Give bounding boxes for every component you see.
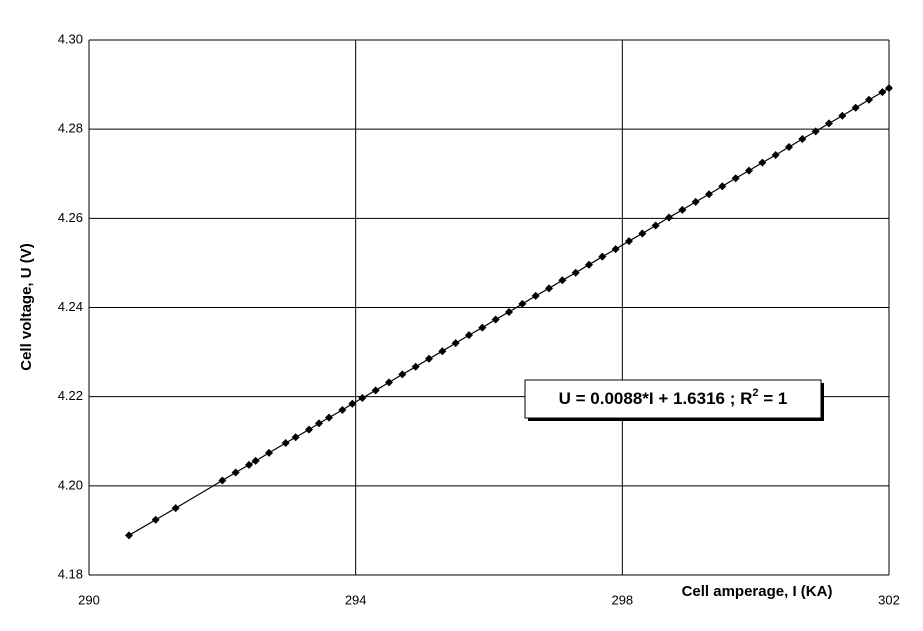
point — [665, 213, 673, 222]
point — [811, 127, 820, 136]
point — [785, 143, 793, 151]
point — [825, 119, 833, 128]
point — [385, 378, 393, 387]
point — [171, 504, 180, 513]
annotation-text: U = 0.0088*I + 1.6316 ; R — [559, 389, 753, 408]
point — [265, 448, 273, 457]
point — [451, 339, 460, 348]
annotation-suffix: = 1 — [759, 389, 788, 408]
point — [305, 425, 313, 434]
point — [598, 252, 607, 261]
point — [425, 354, 433, 363]
point — [798, 134, 807, 143]
point — [251, 456, 260, 465]
y-tick-label: 4.22 — [58, 388, 83, 403]
point — [691, 197, 700, 206]
point — [758, 158, 767, 167]
point — [518, 299, 527, 308]
point — [558, 276, 567, 285]
point — [878, 88, 887, 97]
point — [611, 245, 620, 254]
point — [151, 515, 160, 524]
y-tick-label: 4.24 — [58, 299, 83, 314]
x-tick-label: 294 — [345, 592, 367, 607]
point — [491, 315, 500, 324]
point — [281, 439, 290, 448]
point — [705, 190, 713, 199]
point — [505, 307, 513, 316]
point — [315, 419, 323, 428]
point — [291, 433, 300, 442]
annotation-box — [524, 379, 822, 419]
point — [411, 362, 420, 371]
point — [638, 229, 647, 238]
point — [651, 221, 660, 230]
x-axis-title: Cell amperage, I (KA) — [682, 583, 833, 600]
point — [625, 237, 633, 246]
point — [545, 284, 553, 293]
point — [348, 399, 357, 408]
point — [371, 386, 380, 395]
point — [218, 476, 227, 485]
point — [771, 151, 780, 160]
annotation: U = 0.0088*I + 1.6316 ; R2 = 1 — [559, 387, 788, 409]
point — [438, 347, 447, 356]
y-tick-label: 4.28 — [58, 121, 83, 136]
point — [398, 370, 407, 379]
y-tick-label: 4.20 — [58, 477, 83, 492]
point — [125, 531, 133, 540]
point — [245, 460, 253, 469]
point — [325, 413, 333, 422]
point — [465, 331, 473, 340]
point — [731, 174, 740, 183]
annotation-superscript: 2 — [752, 387, 758, 399]
y-tick-label: 4.18 — [58, 566, 83, 581]
point — [231, 468, 240, 477]
point — [678, 205, 687, 214]
point — [585, 260, 593, 269]
x-tick-label: 290 — [78, 592, 100, 607]
point — [885, 84, 893, 93]
point — [531, 291, 540, 300]
point — [718, 182, 727, 191]
point — [865, 95, 873, 104]
y-tick-label: 4.26 — [58, 210, 83, 225]
y-axis-title: Cell voltage, U (V) — [18, 243, 35, 371]
y-tick-label: 4.30 — [58, 31, 83, 46]
point — [358, 394, 367, 403]
point — [478, 323, 487, 332]
x-tick-label: 298 — [611, 592, 633, 607]
point — [338, 406, 347, 415]
x-tick-label: 302 — [878, 592, 900, 607]
point — [851, 103, 860, 112]
point — [838, 111, 847, 120]
point — [571, 268, 580, 277]
point — [745, 166, 753, 175]
